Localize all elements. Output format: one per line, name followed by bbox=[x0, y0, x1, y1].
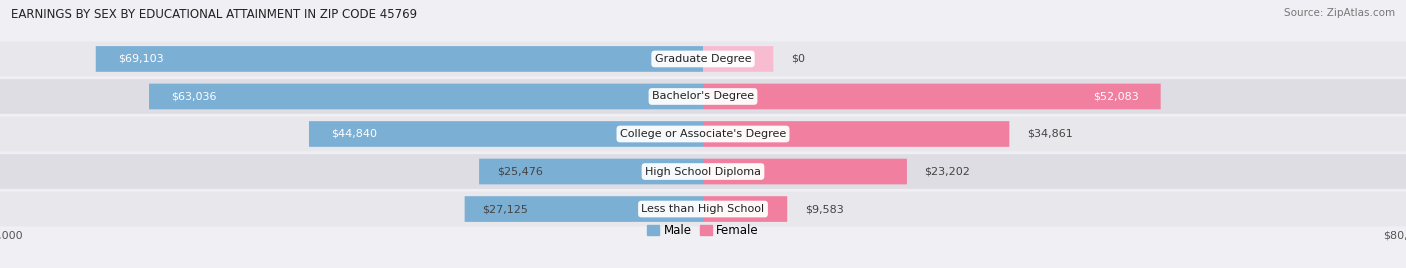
FancyBboxPatch shape bbox=[0, 192, 1406, 226]
FancyBboxPatch shape bbox=[0, 117, 1406, 151]
Text: $25,476: $25,476 bbox=[496, 166, 543, 177]
Text: $23,202: $23,202 bbox=[925, 166, 970, 177]
Text: Less than High School: Less than High School bbox=[641, 204, 765, 214]
Text: EARNINGS BY SEX BY EDUCATIONAL ATTAINMENT IN ZIP CODE 45769: EARNINGS BY SEX BY EDUCATIONAL ATTAINMEN… bbox=[11, 8, 418, 21]
FancyBboxPatch shape bbox=[703, 84, 1161, 109]
FancyBboxPatch shape bbox=[0, 79, 1406, 114]
FancyBboxPatch shape bbox=[96, 46, 703, 72]
FancyBboxPatch shape bbox=[149, 84, 703, 109]
Text: High School Diploma: High School Diploma bbox=[645, 166, 761, 177]
Text: College or Associate's Degree: College or Associate's Degree bbox=[620, 129, 786, 139]
Text: Graduate Degree: Graduate Degree bbox=[655, 54, 751, 64]
FancyBboxPatch shape bbox=[309, 121, 703, 147]
FancyBboxPatch shape bbox=[464, 196, 703, 222]
FancyBboxPatch shape bbox=[0, 154, 1406, 189]
FancyBboxPatch shape bbox=[703, 159, 907, 184]
Text: $44,840: $44,840 bbox=[330, 129, 377, 139]
FancyBboxPatch shape bbox=[479, 159, 703, 184]
Text: $9,583: $9,583 bbox=[804, 204, 844, 214]
Text: $52,083: $52,083 bbox=[1092, 91, 1139, 102]
FancyBboxPatch shape bbox=[703, 196, 787, 222]
Text: Bachelor's Degree: Bachelor's Degree bbox=[652, 91, 754, 102]
Legend: Male, Female: Male, Female bbox=[647, 224, 759, 237]
Text: $63,036: $63,036 bbox=[172, 91, 217, 102]
Text: Source: ZipAtlas.com: Source: ZipAtlas.com bbox=[1284, 8, 1395, 18]
FancyBboxPatch shape bbox=[703, 121, 1010, 147]
FancyBboxPatch shape bbox=[0, 42, 1406, 76]
Text: $0: $0 bbox=[790, 54, 804, 64]
Text: $34,861: $34,861 bbox=[1026, 129, 1073, 139]
Text: $27,125: $27,125 bbox=[482, 204, 529, 214]
Text: $69,103: $69,103 bbox=[118, 54, 163, 64]
FancyBboxPatch shape bbox=[703, 46, 773, 72]
